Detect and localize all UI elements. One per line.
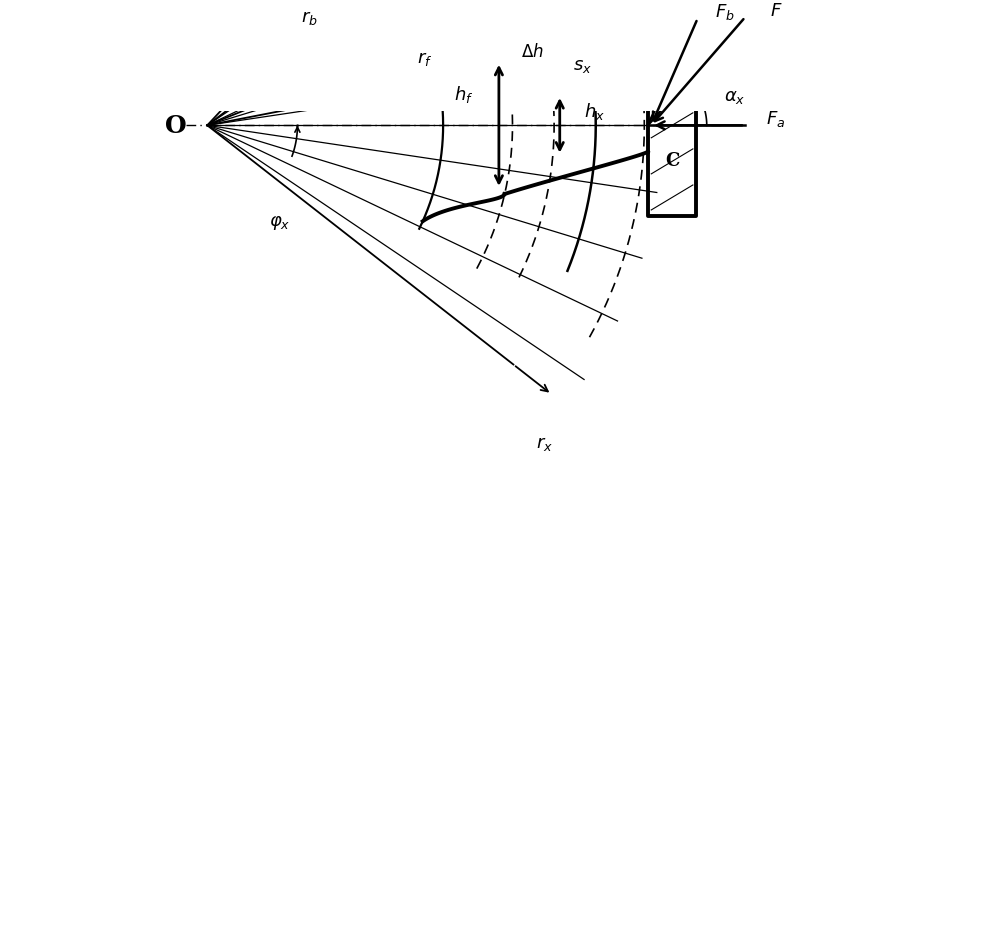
Text: $\alpha_x$: $\alpha_x$ [724, 88, 745, 106]
Text: $F$: $F$ [770, 2, 782, 20]
Text: C: C [665, 152, 679, 169]
Text: $\Delta h$: $\Delta h$ [521, 43, 544, 61]
Text: $\varphi_x$: $\varphi_x$ [269, 214, 290, 232]
Text: $h_x$: $h_x$ [584, 100, 605, 122]
Text: $F_a$: $F_a$ [766, 110, 785, 129]
Text: $r_b$: $r_b$ [301, 8, 318, 27]
Text: $r_f$: $r_f$ [417, 51, 433, 68]
Text: O: O [165, 114, 187, 139]
Text: $s_x$: $s_x$ [573, 56, 592, 75]
Text: $h_f$: $h_f$ [454, 84, 474, 105]
Text: $F_b$: $F_b$ [715, 3, 735, 22]
Text: $r_x$: $r_x$ [536, 434, 553, 452]
